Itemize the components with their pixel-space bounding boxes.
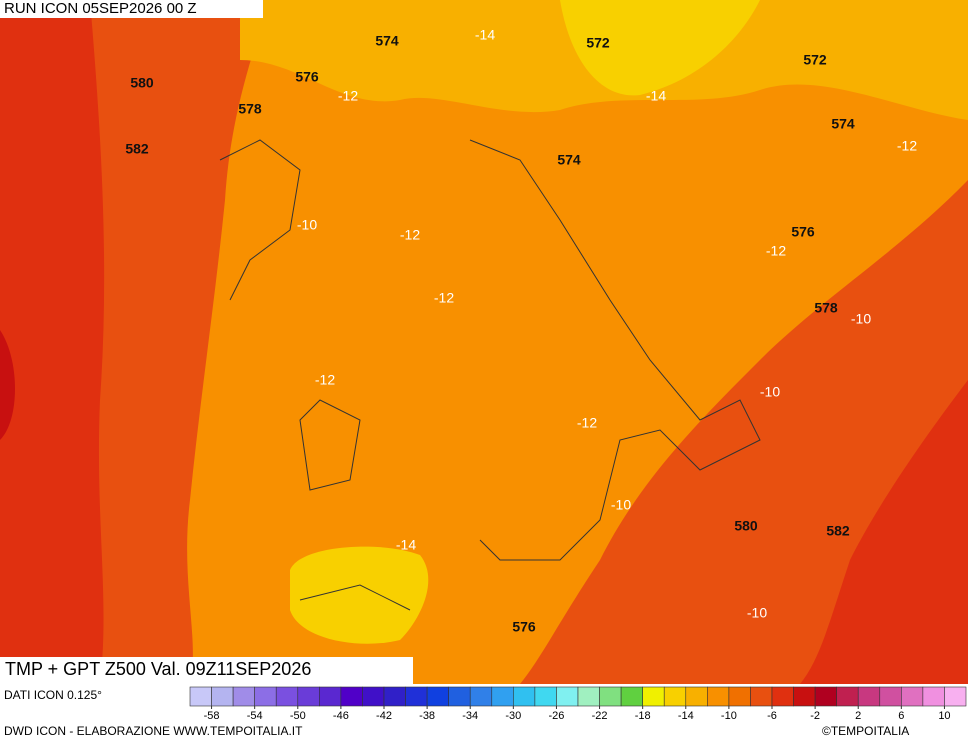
colorbar-swatch — [254, 686, 277, 707]
temperature-label: -10 — [747, 605, 767, 621]
colorbar-swatch — [189, 686, 212, 707]
cold-area — [560, 0, 760, 96]
colorbar-tick-label: 10 — [938, 710, 950, 722]
geopotential-label: 576 — [512, 619, 536, 635]
temperature-label: -12 — [434, 290, 454, 306]
colorbar-swatch — [275, 686, 299, 707]
colorbar-swatch — [211, 686, 234, 707]
colorbar-swatch — [707, 686, 730, 707]
colorbar-swatch — [857, 686, 881, 707]
colorbar-swatch — [728, 686, 751, 707]
temperature-label: -10 — [851, 311, 871, 327]
colorbar-tick-label: -54 — [247, 710, 263, 722]
geopotential-label: 574 — [557, 152, 581, 168]
credit: DWD ICON - ELABORAZIONE WWW.TEMPOITALIA.… — [4, 724, 303, 738]
geopotential-label: 582 — [125, 141, 149, 157]
colorbar-tick-label: -2 — [810, 710, 820, 722]
colorbar-tick-label: -50 — [290, 710, 306, 722]
colorbar-tick-label: -10 — [721, 710, 737, 722]
colorbar-swatch — [319, 686, 342, 707]
colorbar-swatch — [771, 686, 794, 707]
colorbar-swatch — [901, 686, 924, 707]
colorbar-swatch — [814, 686, 837, 707]
geopotential-label: 576 — [791, 224, 815, 240]
colorbar-swatch — [513, 686, 536, 707]
colorbar-swatch — [836, 686, 859, 707]
colorbar-tick-label: -58 — [204, 710, 220, 722]
temperature-label: -12 — [577, 415, 597, 431]
colorbar-swatch — [383, 686, 406, 707]
colorbar-swatch — [448, 686, 471, 707]
colorbar-tick-label: -26 — [548, 710, 564, 722]
colorbar-tick-label: -42 — [376, 710, 392, 722]
hot-core — [0, 330, 15, 440]
temperature-label: -14 — [646, 88, 666, 104]
colorbar-swatch — [642, 686, 665, 707]
temperature-label: -14 — [475, 27, 495, 43]
geopotential-label: 572 — [586, 35, 610, 51]
colorbar-tick-label: -34 — [462, 710, 478, 722]
colorbar-tick-label: -14 — [678, 710, 694, 722]
colorbar-swatch — [750, 686, 773, 707]
colorbar-tick-label: -46 — [333, 710, 349, 722]
title-box — [0, 657, 413, 684]
colorbar-swatch — [685, 686, 708, 707]
colorbar-swatch — [599, 686, 622, 707]
colorbar-tick-label: -30 — [505, 710, 521, 722]
colorbar-tick-label: 2 — [855, 710, 861, 722]
colorbar-swatch — [426, 686, 449, 707]
temperature-label: -12 — [338, 88, 358, 104]
colorbar-swatch — [297, 686, 320, 707]
colorbar-swatch — [362, 686, 385, 707]
run-label: RUN ICON 05SEP2026 00 Z — [4, 0, 197, 17]
colorbar-tick-label: -38 — [419, 710, 435, 722]
title: TMP + GPT Z500 Val. 09Z11SEP2026 — [5, 659, 311, 679]
temperature-label: -12 — [315, 372, 335, 388]
colorbar-swatch — [556, 686, 579, 707]
contour-labels: 574 572 572 580 576 578 574 582 574 576 578 580 582 5… — [125, 27, 917, 635]
hot-area — [0, 0, 105, 684]
geopotential-label: 574 — [375, 33, 399, 49]
colorbar-swatch — [534, 686, 557, 707]
geopotential-label: 578 — [238, 101, 262, 117]
geopotential-label: 582 — [826, 523, 850, 539]
colorbar-swatch — [793, 686, 816, 707]
colorbar-swatch — [577, 686, 600, 707]
colorbar-swatch — [944, 686, 967, 707]
colorbar-swatch — [405, 686, 428, 707]
colorbar: -58 -54 -50 -46 -42 -38 -34 -30 -26 -22 -18 -14 -10-… — [189, 686, 967, 722]
temperature-label: -10 — [760, 384, 780, 400]
colorbar-tick-label: -6 — [767, 710, 777, 722]
colorbar-swatch — [232, 686, 255, 707]
hot-area-east — [800, 380, 968, 684]
geopotential-label: 572 — [803, 52, 827, 68]
geopotential-label: 574 — [831, 116, 855, 132]
colorbar-swatch — [922, 686, 945, 707]
geopotential-label: 580 — [130, 75, 154, 91]
colorbar-tick-label: -22 — [592, 710, 608, 722]
colorbar-swatch — [491, 686, 514, 707]
source: DATI ICON 0.125° — [4, 688, 102, 702]
temperature-label: -10 — [297, 217, 317, 233]
coastline — [219, 139, 761, 611]
colorbar-tick-label: -18 — [635, 710, 651, 722]
run-box — [0, 0, 263, 18]
temperature-label: -12 — [400, 227, 420, 243]
temperature-label: -14 — [396, 537, 416, 553]
copyright: ©TEMPOITALIA — [822, 724, 909, 738]
temperature-label: -10 — [611, 497, 631, 513]
geopotential-label: 576 — [295, 69, 319, 85]
cold-area — [290, 546, 429, 644]
colorbar-swatch — [663, 686, 687, 707]
colorbar-swatch — [879, 686, 902, 707]
colorbar-swatch — [340, 686, 363, 707]
geopotential-label: 580 — [734, 518, 758, 534]
colorbar-swatch — [469, 686, 493, 707]
geopotential-label: 578 — [814, 300, 838, 316]
temperature-label: -12 — [766, 243, 786, 259]
temperature-label: -12 — [897, 138, 917, 154]
colorbar-tick-label: 6 — [898, 710, 904, 722]
colorbar-swatch — [620, 686, 643, 707]
